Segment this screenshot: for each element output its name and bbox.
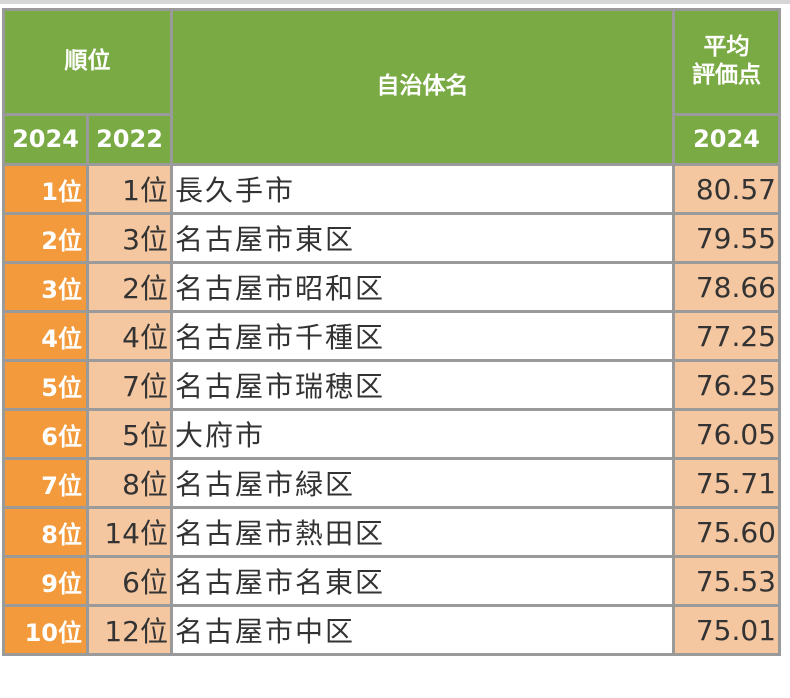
score-cell: 78.66 xyxy=(672,261,781,313)
score-header-line1: 平均 xyxy=(703,34,750,61)
score-cell: 76.05 xyxy=(672,408,781,460)
prev-rank-cell: 2位 xyxy=(86,261,173,313)
prev-rank-cell: 14位 xyxy=(86,506,173,558)
rank-cell: 10位 xyxy=(2,604,89,656)
score-header: 平均 評価点 xyxy=(672,8,781,116)
header-row-years: 2024 2022 2024 xyxy=(2,113,781,166)
score-year-header: 2024 xyxy=(672,113,781,166)
prev-rank-cell: 8位 xyxy=(86,457,173,509)
municipality-cell: 名古屋市東区 xyxy=(170,212,675,264)
prev-rank-cell: 3位 xyxy=(86,212,173,264)
table-row: 7位 8位 名古屋市緑区 75.71 xyxy=(2,457,781,509)
score-cell: 75.53 xyxy=(672,555,781,607)
table-row: 4位 4位 名古屋市千種区 77.25 xyxy=(2,310,781,362)
rank-header: 順位 xyxy=(2,8,173,116)
table-row: 1位 1位 長久手市 80.57 xyxy=(2,163,781,215)
rank-cell: 6位 xyxy=(2,408,89,460)
municipality-cell: 名古屋市昭和区 xyxy=(170,261,675,313)
score-cell: 76.25 xyxy=(672,359,781,411)
score-cell: 77.25 xyxy=(672,310,781,362)
score-cell: 75.60 xyxy=(672,506,781,558)
table-row: 2位 3位 名古屋市東区 79.55 xyxy=(2,212,781,264)
year-2024-header: 2024 xyxy=(2,113,89,166)
table-row: 5位 7位 名古屋市瑞穂区 76.25 xyxy=(2,359,781,411)
table-row: 6位 5位 大府市 76.05 xyxy=(2,408,781,460)
rank-cell: 3位 xyxy=(2,261,89,313)
score-cell: 75.01 xyxy=(672,604,781,656)
table-row: 9位 6位 名古屋市名東区 75.53 xyxy=(2,555,781,607)
rank-cell: 7位 xyxy=(2,457,89,509)
rank-cell: 4位 xyxy=(2,310,89,362)
year-2022-header: 2022 xyxy=(86,113,173,166)
municipality-header: 自治体名 xyxy=(170,8,675,166)
rank-cell: 9位 xyxy=(2,555,89,607)
municipality-cell: 名古屋市瑞穂区 xyxy=(170,359,675,411)
rank-cell: 1位 xyxy=(2,163,89,215)
top-divider xyxy=(0,0,790,4)
header-row-top: 順位 自治体名 平均 評価点 xyxy=(2,8,781,166)
rank-cell: 5位 xyxy=(2,359,89,411)
prev-rank-cell: 7位 xyxy=(86,359,173,411)
score-cell: 79.55 xyxy=(672,212,781,264)
municipality-cell: 名古屋市千種区 xyxy=(170,310,675,362)
score-header-line2: 評価点 xyxy=(692,62,761,88)
ranking-table: 順位 自治体名 平均 評価点 2024 2022 2024 1位 1位 長久手市 80… xyxy=(2,8,781,656)
table-row: 8位 14位 名古屋市熱田区 75.60 xyxy=(2,506,781,558)
score-cell: 75.71 xyxy=(672,457,781,509)
prev-rank-cell: 12位 xyxy=(86,604,173,656)
table-row: 3位 2位 名古屋市昭和区 78.66 xyxy=(2,261,781,313)
municipality-cell: 名古屋市緑区 xyxy=(170,457,675,509)
municipality-cell: 名古屋市名東区 xyxy=(170,555,675,607)
rank-cell: 2位 xyxy=(2,212,89,264)
municipality-cell: 名古屋市熱田区 xyxy=(170,506,675,558)
ranking-table-body: 順位 自治体名 平均 評価点 2024 2022 2024 1位 1位 長久手市 80… xyxy=(2,8,781,656)
prev-rank-cell: 6位 xyxy=(86,555,173,607)
rank-cell: 8位 xyxy=(2,506,89,558)
municipality-cell: 長久手市 xyxy=(170,163,675,215)
municipality-cell: 名古屋市中区 xyxy=(170,604,675,656)
prev-rank-cell: 4位 xyxy=(86,310,173,362)
municipality-cell: 大府市 xyxy=(170,408,675,460)
prev-rank-cell: 5位 xyxy=(86,408,173,460)
table-row: 10位 12位 名古屋市中区 75.01 xyxy=(2,604,781,656)
score-cell: 80.57 xyxy=(672,163,781,215)
prev-rank-cell: 1位 xyxy=(86,163,173,215)
